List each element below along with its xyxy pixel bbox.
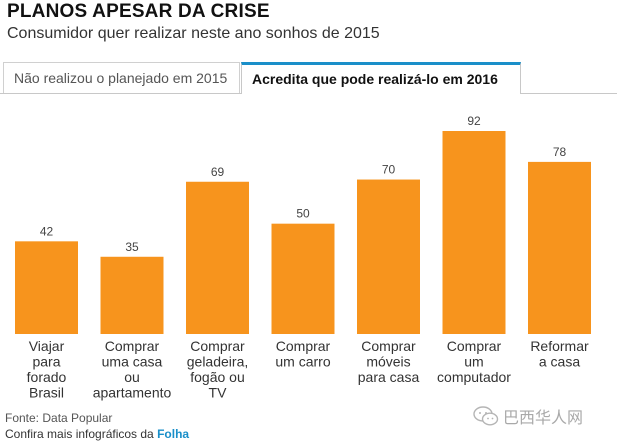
category-label: Comprar uma casa ou apartamento (93, 338, 172, 401)
category-label-line: geladeira, (187, 354, 249, 370)
category-label-line: apartamento (93, 385, 172, 401)
bar-value-label: 50 (296, 207, 310, 221)
source-note: Fonte: Data Popular (5, 411, 113, 425)
watermark: 巴西华人网 (473, 404, 583, 428)
category-label-line: para (32, 354, 60, 370)
category-label-line: para casa (358, 369, 420, 385)
more-infographics-text: Confira mais infográficos da (5, 427, 158, 441)
chart-subtitle: Consumidor quer realizar neste ano sonho… (7, 25, 380, 42)
bar-value-label: 42 (40, 224, 54, 238)
bar (357, 179, 420, 334)
tab-not-realized-2015[interactable]: Não realizou o planejado em 2015 (3, 62, 240, 93)
category-label-line: Reformar (530, 338, 589, 354)
chart-title: PLANOS APESAR DA CRISE (7, 1, 270, 22)
category-label: Comprar um computador (437, 338, 511, 385)
bar-value-label: 35 (125, 240, 139, 254)
category-label: Comprar móveis para casa (358, 338, 420, 385)
bar (271, 223, 335, 334)
bar (442, 131, 506, 334)
bar (186, 181, 249, 334)
bar (528, 161, 591, 334)
category-label-line: Comprar (447, 338, 502, 354)
bar-value-label: 70 (382, 163, 396, 177)
category-label-line: Brasil (29, 385, 64, 401)
more-infographics-note: Confira mais infográficos da Folha (5, 427, 189, 441)
category-label-line: Comprar (190, 338, 245, 354)
wechat-icon (473, 406, 499, 426)
category-label-line: Comprar (105, 338, 160, 354)
tab-believes-2016[interactable]: Acredita que pode realizá-lo em 2016 (241, 62, 521, 94)
category-label: Reformar a casa (530, 338, 589, 370)
category-label-line: móveis (366, 354, 410, 370)
bar (15, 241, 78, 334)
bar-value-label: 69 (211, 165, 225, 179)
category-label-line: Comprar (276, 338, 331, 354)
category-label-line: ou (124, 369, 140, 385)
category-label-line: forado (27, 369, 67, 385)
category-label: Comprar um carro (275, 338, 330, 370)
category-label: Comprar geladeira, fogão ou TV (187, 338, 249, 401)
tab-bar: Não realizou o planejado em 2015 Acredit… (0, 62, 617, 94)
category-label-line: computador (437, 369, 511, 385)
category-label-line: uma casa (102, 354, 163, 370)
category-label-line: a casa (539, 354, 580, 370)
bar-value-label: 92 (467, 114, 481, 128)
bar-value-label: 78 (553, 145, 567, 159)
category-label-line: um carro (275, 354, 330, 370)
watermark-text: 巴西华人网 (503, 410, 584, 427)
category-label-line: um (464, 354, 483, 370)
category-label-line: fogão ou (190, 369, 245, 385)
folha-link[interactable]: Folha (157, 427, 190, 441)
category-label: Viajar para forado Brasil (27, 338, 67, 401)
bar (100, 256, 164, 334)
category-label-line: Comprar (361, 338, 416, 354)
category-label-line: TV (209, 385, 228, 401)
category-label-line: Viajar (29, 338, 65, 354)
